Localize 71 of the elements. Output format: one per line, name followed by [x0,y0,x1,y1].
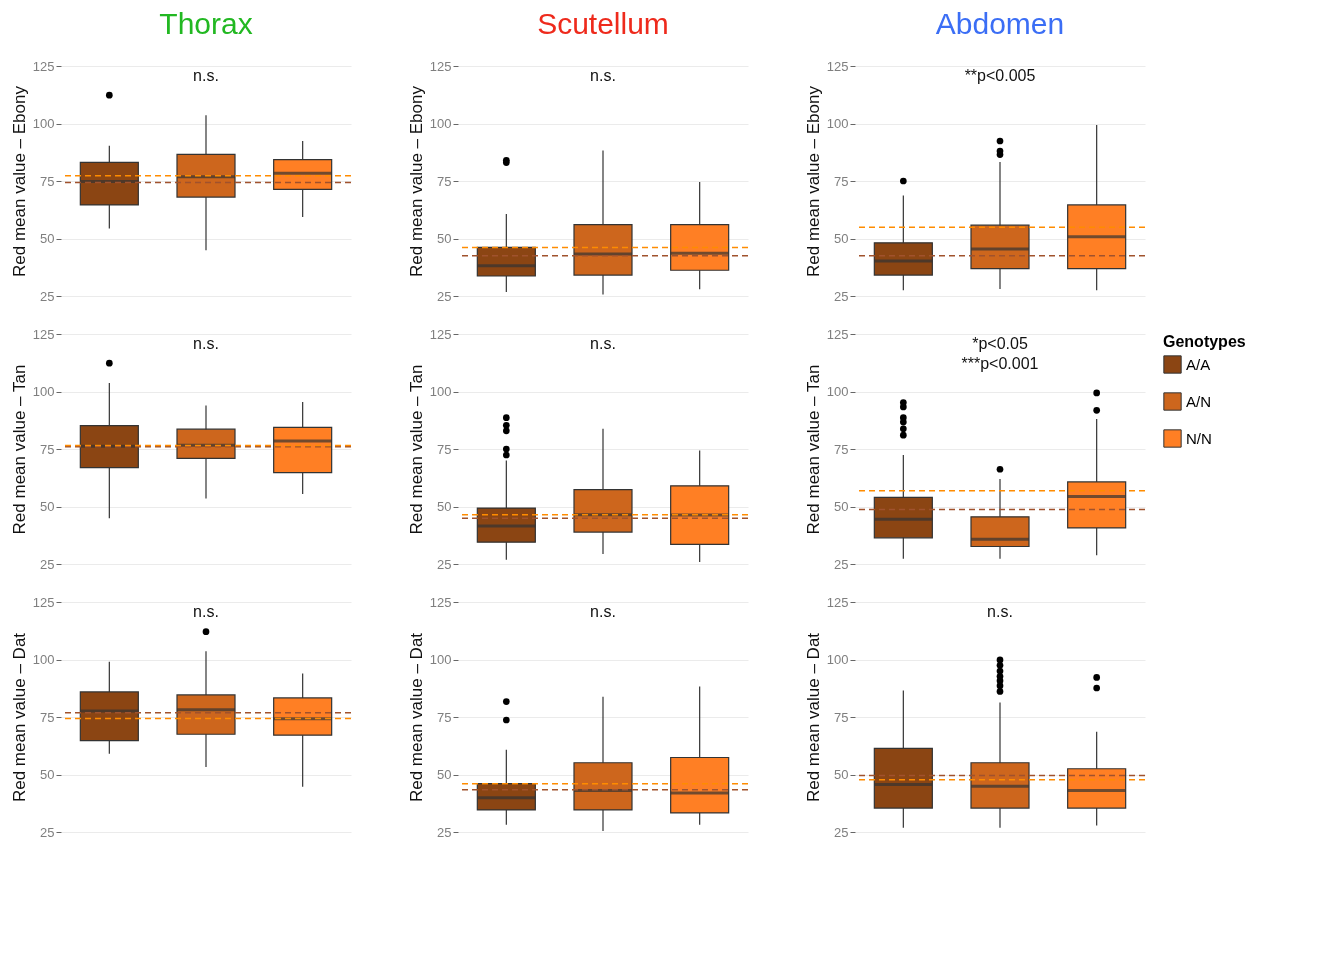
y-tick-label: 50 [834,767,849,782]
annotation: n.s. [193,67,219,84]
y-tick-label: 25 [40,556,55,572]
y-axis-title: Red mean value – Dat [406,632,426,803]
y-tick-label: 125 [429,326,452,342]
legend-label: N/N [1186,429,1212,447]
y-tick-label: 100 [429,384,452,399]
y-tick-label: 50 [40,767,55,782]
y-tick-label: 25 [437,288,452,304]
legend-label: A/A [1186,355,1211,373]
y-tick-label: 50 [40,499,55,514]
y-tick-label: 125 [32,58,55,74]
y-tick-label: 100 [826,384,849,399]
y-tick-label: 125 [429,58,452,74]
y-axis-title: Red mean value – Dat [9,632,29,803]
legend-title: Genotypes [1163,333,1246,350]
y-tick-label: 50 [437,499,452,514]
y-tick-label: 75 [437,441,452,457]
y-tick-label: 100 [32,384,55,399]
y-tick-label: 125 [429,594,452,610]
y-tick-label: 125 [826,58,849,74]
y-tick-label: 75 [40,173,55,189]
y-tick-label: 25 [834,824,849,840]
y-tick-label: 25 [437,824,452,840]
y-tick-label: 100 [826,652,849,667]
y-tick-label: 75 [437,709,452,725]
y-tick-label: 125 [32,594,55,610]
y-axis-title: Red mean value – Ebony [803,85,823,277]
chart-title: Thorax [159,7,253,40]
y-tick-label: 25 [40,288,55,304]
chart-title: Abdomen [935,7,1065,40]
y-tick-label: 50 [834,231,849,246]
annotation: n.s. [590,603,616,620]
y-axis-title: Red mean value – Ebony [9,85,29,277]
y-tick-label: 25 [834,556,849,572]
annotation: n.s. [193,603,219,620]
annotation: n.s. [193,335,219,352]
y-tick-label: 25 [437,556,452,572]
legend-label: A/N [1186,392,1212,410]
y-tick-label: 75 [40,441,55,457]
y-tick-label: 100 [826,116,849,131]
y-tick-label: 75 [40,709,55,725]
y-axis-title: Red mean value – Tan [9,364,29,535]
y-tick-label: 75 [437,173,452,189]
annotation: ***p<0.001 [961,355,1039,372]
y-axis-title: Red mean value – Dat [803,632,823,803]
annotation: n.s. [590,67,616,84]
y-tick-label: 100 [429,652,452,667]
y-axis-title: Red mean value – Tan [406,364,426,535]
y-tick-label: 100 [429,116,452,131]
y-tick-label: 50 [437,767,452,782]
y-tick-label: 25 [834,288,849,304]
y-axis-title: Red mean value – Tan [803,364,823,535]
chart-title: Scutellum [537,7,669,40]
y-tick-label: 25 [40,824,55,840]
y-tick-label: 125 [826,326,849,342]
y-tick-label: 75 [834,173,849,189]
y-tick-label: 125 [826,594,849,610]
y-tick-label: 125 [32,326,55,342]
y-tick-label: 50 [40,231,55,246]
y-tick-label: 75 [834,441,849,457]
y-tick-label: 50 [437,231,452,246]
y-tick-label: 100 [32,652,55,667]
annotation: *p<0.05 [972,335,1028,352]
annotation: n.s. [987,603,1013,620]
y-tick-label: 75 [834,709,849,725]
y-tick-label: 50 [834,499,849,514]
y-axis-title: Red mean value – Ebony [406,85,426,277]
annotation: **p<0.005 [964,67,1036,84]
annotation: n.s. [590,335,616,352]
y-tick-label: 100 [32,116,55,131]
